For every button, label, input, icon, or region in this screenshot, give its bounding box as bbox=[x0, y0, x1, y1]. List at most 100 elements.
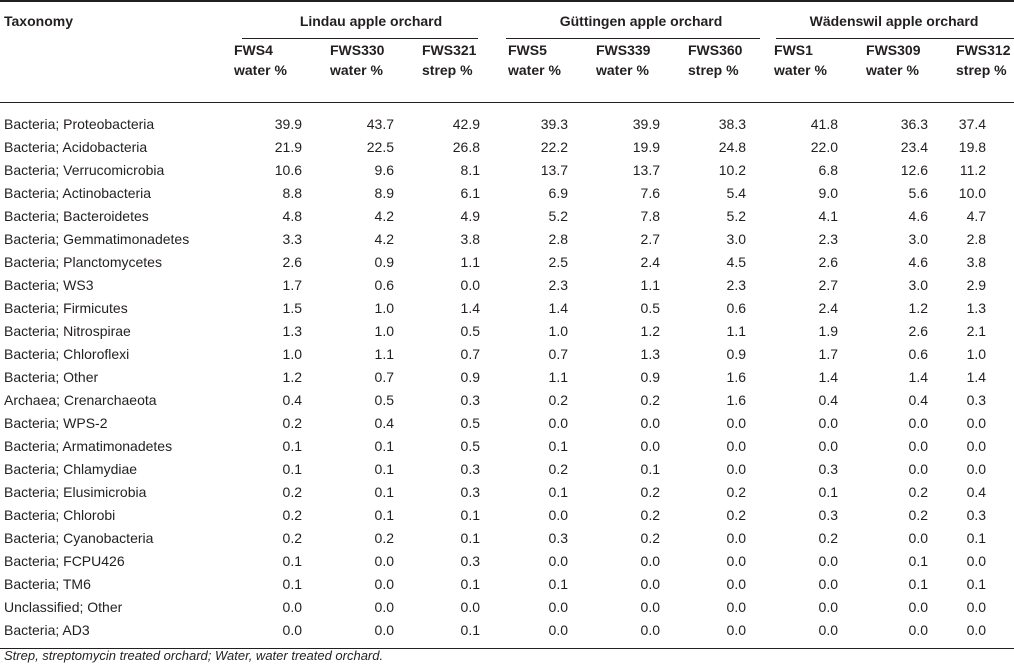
value-cell: 0.5 bbox=[460, 438, 480, 454]
value-cell: 11.2 bbox=[959, 162, 987, 178]
taxonomy-cell: Bacteria; WS3 bbox=[4, 277, 94, 293]
value-cell: 1.4 bbox=[966, 369, 987, 385]
value-cell: 0.2 bbox=[282, 507, 302, 523]
value-cell: 0.2 bbox=[548, 461, 568, 477]
value-cell: 1.1 bbox=[640, 277, 660, 293]
table-row: Bacteria; WPS-2 0.2 0.4 0.5 0.0 0.0 0.0 0.0 0.0 0… bbox=[0, 412, 1014, 435]
value-cell: 2.3 bbox=[548, 277, 568, 293]
value-cell: 4.5 bbox=[726, 254, 747, 270]
value-cell: 0.3 bbox=[966, 507, 987, 523]
table-row: Bacteria; Planctomycetes 2.6 0.9 1.1 2.5 2.4 4… bbox=[0, 251, 1014, 274]
value-cell: 0.0 bbox=[548, 553, 568, 569]
value-cell: 4.7 bbox=[966, 208, 987, 224]
value-cell: 0.0 bbox=[966, 553, 987, 569]
value-cell: 0.1 bbox=[374, 461, 394, 477]
value-cell: 19.9 bbox=[632, 139, 660, 155]
value-cell: 0.1 bbox=[548, 576, 568, 592]
column-id: FWS312 bbox=[956, 42, 1011, 58]
taxonomy-cell: Bacteria; AD3 bbox=[0, 619, 234, 649]
value-cell: 0.1 bbox=[908, 576, 929, 592]
table-row: Bacteria; Chlorobi 0.2 0.1 0.1 0.0 0.2 0.2 0.3 0… bbox=[0, 504, 1014, 527]
value-cell: 0.2 bbox=[374, 530, 394, 546]
value-cell: 43.7 bbox=[366, 116, 394, 132]
column-type: strep % bbox=[956, 62, 1007, 78]
column-id: FWS4 bbox=[234, 42, 273, 58]
value-cell: 0.1 bbox=[640, 461, 660, 477]
value-cell: 0.3 bbox=[818, 507, 839, 523]
value-cell: 0.0 bbox=[234, 619, 330, 649]
value-cell: 0.1 bbox=[460, 507, 480, 523]
taxonomy-cell: Bacteria; Planctomycetes bbox=[4, 254, 162, 270]
taxonomy-cell: Bacteria; Chloroflexi bbox=[4, 346, 130, 362]
column-header: FWS339 water % bbox=[596, 40, 688, 103]
table-row: Archaea; Crenarchaeota 0.4 0.5 0.3 0.2 0.2 1.6… bbox=[0, 389, 1014, 412]
value-cell: 0.3 bbox=[548, 530, 568, 546]
value-cell: 0.1 bbox=[460, 530, 480, 546]
table-row: Bacteria; Proteobacteria 39.9 43.7 42.9 39.3… bbox=[0, 103, 1014, 137]
value-cell: 0.2 bbox=[908, 484, 929, 500]
taxonomy-cell: Bacteria; TM6 bbox=[4, 576, 91, 592]
table-row: Bacteria; Chloroflexi 1.0 1.1 0.7 0.7 1.3 0.9 1… bbox=[0, 343, 1014, 366]
group-header-lindau: Lindau apple orchard bbox=[299, 13, 443, 29]
value-cell: 2.8 bbox=[548, 231, 568, 247]
value-cell: 0.0 bbox=[548, 415, 568, 431]
group-underline-wadenswil bbox=[776, 38, 1014, 39]
group-header-wadenswil: Wädenswil apple orchard bbox=[809, 13, 979, 29]
table-row: Bacteria; Nitrospirae 1.3 1.0 0.5 1.0 1.2 1.1 1… bbox=[0, 320, 1014, 343]
value-cell: 0.1 bbox=[460, 576, 480, 592]
value-cell: 0.7 bbox=[460, 346, 480, 362]
column-type: water % bbox=[330, 62, 383, 78]
value-cell: 0.0 bbox=[726, 461, 747, 477]
value-cell: 0.0 bbox=[818, 553, 839, 569]
value-cell: 7.6 bbox=[640, 185, 660, 201]
value-cell: 1.3 bbox=[640, 346, 660, 362]
taxonomy-cell: Bacteria; Chlamydiae bbox=[4, 461, 138, 477]
taxonomy-cell: Bacteria; Verrucomicrobia bbox=[4, 162, 165, 178]
value-cell: 0.0 bbox=[966, 438, 987, 454]
value-cell: 10.2 bbox=[718, 162, 747, 178]
value-cell: 0.0 bbox=[818, 438, 839, 454]
value-cell: 0.2 bbox=[640, 530, 660, 546]
value-cell: 2.4 bbox=[818, 300, 839, 316]
value-cell: 1.2 bbox=[640, 323, 660, 339]
taxonomy-header-spacer bbox=[0, 40, 234, 103]
group-underline-guttingen bbox=[506, 38, 760, 39]
value-cell: 19.8 bbox=[958, 139, 987, 155]
value-cell: 4.9 bbox=[460, 208, 480, 224]
value-cell: 0.0 bbox=[966, 415, 987, 431]
value-cell: 22.0 bbox=[810, 139, 839, 155]
column-id: FWS360 bbox=[688, 42, 743, 58]
value-cell: 13.7 bbox=[632, 162, 660, 178]
value-cell: 8.8 bbox=[282, 185, 302, 201]
value-cell: 2.3 bbox=[726, 277, 747, 293]
value-cell: 0.3 bbox=[460, 553, 480, 569]
table-row: Bacteria; Armatimonadetes 0.1 0.1 0.5 0.1 0.0… bbox=[0, 435, 1014, 458]
value-cell: 0.1 bbox=[282, 553, 302, 569]
taxonomy-cell: Bacteria; Actinobacteria bbox=[4, 185, 152, 201]
value-cell: 1.0 bbox=[282, 346, 302, 362]
table-row: Bacteria; Elusimicrobia 0.2 0.1 0.3 0.1 0.2 0.… bbox=[0, 481, 1014, 504]
value-cell: 2.9 bbox=[966, 277, 987, 293]
table-row: Bacteria; Acidobacteria 21.9 22.5 26.8 22.2 1… bbox=[0, 136, 1014, 159]
value-cell: 3.3 bbox=[282, 231, 302, 247]
table-row: Bacteria; Chlamydiae 0.1 0.1 0.3 0.2 0.1 0.0 0.… bbox=[0, 458, 1014, 481]
value-cell: 0.0 bbox=[374, 553, 394, 569]
value-cell: 41.8 bbox=[810, 116, 839, 132]
value-cell: 1.1 bbox=[460, 254, 480, 270]
value-cell: 2.5 bbox=[548, 254, 568, 270]
value-cell: 0.2 bbox=[908, 507, 929, 523]
value-cell: 0.2 bbox=[548, 392, 568, 408]
value-cell: 4.6 bbox=[908, 254, 929, 270]
value-cell: 1.4 bbox=[460, 300, 480, 316]
value-cell: 1.6 bbox=[726, 392, 747, 408]
value-cell: 39.9 bbox=[632, 116, 660, 132]
value-cell: 0.4 bbox=[908, 392, 929, 408]
column-header-row: FWS4 water % FWS330 water % FWS321 strep % FWS… bbox=[0, 40, 1014, 103]
value-cell: 2.6 bbox=[908, 323, 929, 339]
taxonomy-cell: Archaea; Crenarchaeota bbox=[4, 392, 157, 408]
value-cell: 0.7 bbox=[374, 369, 394, 385]
value-cell: 0.1 bbox=[548, 484, 568, 500]
value-cell: 2.7 bbox=[818, 277, 839, 293]
value-cell: 0.6 bbox=[726, 300, 747, 316]
value-cell: 0.0 bbox=[726, 438, 747, 454]
